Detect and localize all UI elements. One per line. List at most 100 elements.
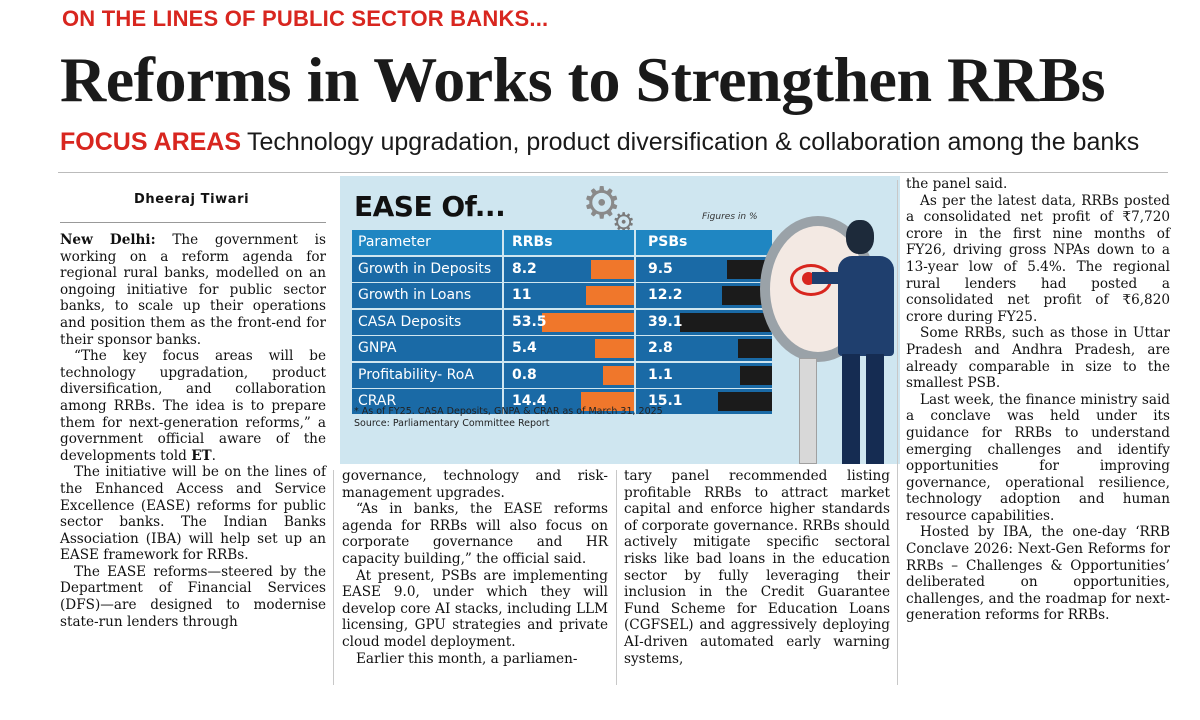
column-divider [634,336,636,361]
rrb-bar [580,392,634,411]
parameter-cell: Profitability- RoA [358,366,474,383]
kicker: ON THE LINES OF PUBLIC SECTOR BANKS... [62,6,549,31]
rrb-value: 14.4 [512,393,547,409]
footnote-text: * As of FY25. CASA Deposits, GNPA & CRAR… [354,406,663,417]
psb-bar [717,392,772,411]
focus-label: FOCUS AREAS [60,128,242,156]
column-divider [634,230,636,255]
rrb-bar [595,339,634,358]
column-divider [502,309,504,335]
rrb-bar [590,259,634,279]
rrb-value: 5.4 [512,340,537,356]
figures-note: Figures in % [702,212,758,222]
magnifier-handle [799,358,817,464]
column-divider [634,256,636,282]
psb-value: 15.1 [648,393,683,409]
column-divider [502,362,504,388]
gear-icon: ⚙ [612,208,636,238]
psb-value: 1.1 [648,366,673,383]
man-arm [812,272,846,284]
man-head [846,220,874,254]
byline-divider [60,222,326,223]
paragraph: The initiative will be on the lines of t… [60,464,326,564]
psb-bar [737,339,772,358]
parameter-cell: GNPA [358,340,397,356]
psb-value: 12.2 [648,287,683,303]
rrb-value: 53.5 [512,313,547,330]
header-psbs: PSBs [648,234,688,250]
header-rrbs: RRBs [512,234,553,250]
source-text: Source: Parliamentary Committee Report [354,418,550,429]
column-2: governance, technology and risk-manageme… [342,468,608,667]
table-row: Growth in Loans 11 12.2 [352,283,772,308]
column-divider [502,389,504,414]
paragraph: At present, PSBs are implementing EASE 9… [342,567,608,650]
paragraph: the panel said. [906,176,1008,192]
column-divider [634,309,636,335]
column-1: New Delhi: The government is working on … [60,232,326,630]
rrb-bar [542,312,634,332]
psb-bar [680,312,772,332]
parameter-cell: CRAR [358,393,397,409]
column-rule [333,470,334,685]
paragraph: Last week, the finance ministry said a c… [906,391,1170,524]
man-body [838,256,894,356]
table-header: Parameter RRBs PSBs [352,230,772,255]
paragraph-text: “The key focus areas will be technology … [60,348,326,464]
paragraph-text: The government is working on a reform ag… [60,232,326,348]
byline: Dheeraj Tiwari [134,192,250,207]
focus-text: Technology upgradation, product diversif… [247,128,1140,156]
table-row: GNPA 5.4 2.8 [352,336,772,361]
psb-bar [722,286,772,305]
man-leg [842,354,860,464]
dateline: New Delhi: [60,232,156,248]
header-divider [58,172,1168,173]
headline: Reforms in Works to Strengthen RRBs [60,44,1106,115]
column-divider [502,230,504,255]
paragraph: Earlier this month, a parliamen- [356,650,578,667]
table-row: CASA Deposits 53.5 39.1 [352,309,772,335]
psb-value: 9.5 [648,260,673,277]
gear-icon: ⚙ [582,178,622,229]
paragraph: New Delhi: The government is working on … [60,232,326,348]
table-row: CRAR 14.4 15.1 [352,389,772,414]
rrb-value: 0.8 [512,366,537,383]
ease-infographic: ⚙ ⚙ EASE Of... Figures in % Parameter RR… [340,176,900,464]
parameter-cell: CASA Deposits [358,313,462,330]
rrb-value: 11 [512,287,532,303]
column-divider [502,256,504,282]
table-row: Profitability- RoA 0.8 1.1 [352,362,772,388]
column-3: tary panel recommended listing profitabl… [624,468,890,667]
parameter-cell: Growth in Loans [358,287,472,303]
paragraph: governance, technology and risk-manageme… [342,468,608,501]
paragraph: The EASE reforms—steered by the Departme… [60,563,326,630]
paragraph: Hosted by IBA, the one-day ‘RRB Conclave… [906,524,1170,624]
eye-pupil [802,272,815,285]
paragraph: Some RRBs, such as those in Uttar Prades… [906,325,1170,392]
rrb-bar [602,365,634,385]
rrb-bar [586,286,634,305]
column-4: the panel said. As per the latest data, … [906,176,1170,624]
ease-table: Parameter RRBs PSBs Growth in Deposits 8.… [352,230,772,416]
column-divider [502,336,504,361]
column-divider [634,389,636,414]
column-divider [502,283,504,308]
et-mention: ET [191,447,212,464]
graphic-footnote: * As of FY25. CASA Deposits, GNPA & CRAR… [354,406,663,430]
psb-bar [740,365,772,385]
column-divider [634,362,636,388]
column-rule [897,180,898,685]
man-leg [866,354,884,464]
paragraph: As per the latest data, RRBs posted a co… [906,192,1170,325]
psb-value: 39.1 [648,313,683,330]
paragraph: “The key focus areas will be technology … [60,348,326,464]
column-rule [616,470,617,685]
focus-areas: FOCUS AREAS Technology upgradation, produ… [60,128,1139,157]
column-divider [634,283,636,308]
header-parameter: Parameter [358,234,431,250]
rrb-value: 8.2 [512,260,537,277]
psb-value: 2.8 [648,340,673,356]
paragraph: tary panel recommended listing profitabl… [624,468,890,667]
graphic-title: EASE Of... [354,190,506,223]
paragraph: “As in banks, the EASE reforms agenda fo… [342,501,608,567]
